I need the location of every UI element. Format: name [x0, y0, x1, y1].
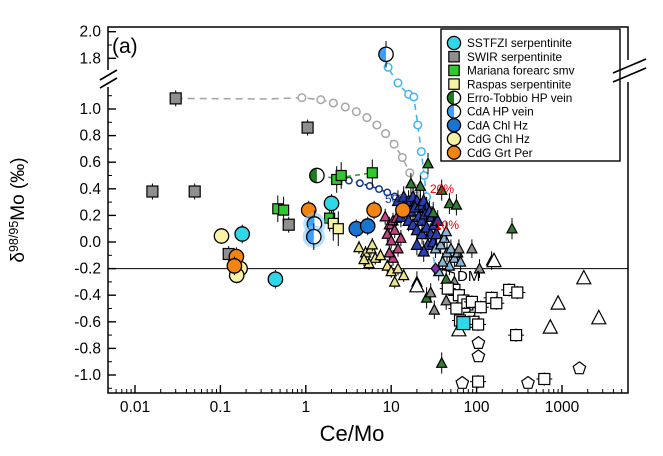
- series-yellow-filled-triangles: [353, 238, 410, 289]
- annotation-a: (a): [112, 35, 138, 58]
- svg-text:Raspas serpentinite: Raspas serpentinite: [467, 77, 572, 91]
- series-open-pentagons: [455, 335, 587, 389]
- legend-item-Raspas-serpentinite: Raspas serpentinite: [448, 77, 572, 91]
- series-CdA-HP-vein: [302, 41, 394, 250]
- legend-item-CdA-HP-vein: CdA HP vein: [446, 104, 534, 119]
- svg-text:1: 1: [301, 399, 310, 416]
- svg-text:-0.2: -0.2: [74, 261, 101, 278]
- legend-item-SSTFZI-serpentinite: SSTFZI serpentinite: [446, 35, 572, 51]
- legend-item-SWIR-serpentinite: SWIR serpentinite: [448, 50, 563, 64]
- svg-text:100: 100: [464, 399, 490, 416]
- svg-text:1.0: 1.0: [79, 101, 101, 118]
- svg-text:Mariana forearc smv: Mariana forearc smv: [467, 64, 575, 78]
- legend-item-CdG-Grt-Per: CdG Grt Per: [446, 145, 533, 160]
- series-Erro-Tobbio-HP-vein: [309, 167, 325, 184]
- annotations: (a) 50% 20% 10% DM: [112, 35, 480, 285]
- svg-text:SWIR serpentinite: SWIR serpentinite: [467, 50, 563, 64]
- svg-text:-1.0: -1.0: [74, 367, 101, 384]
- svg-text:10: 10: [383, 399, 401, 416]
- svg-text:0.01: 0.01: [120, 399, 150, 416]
- svg-text:Erro-Tobbio HP vein: Erro-Tobbio HP vein: [467, 91, 572, 105]
- series-purple-diamond-DM: [430, 262, 441, 275]
- y-axis-label: δ98/95Mo (‰): [7, 157, 29, 262]
- dm-leader-line: [438, 267, 455, 274]
- series-open-squares: [439, 282, 553, 389]
- y-axis-break-marks: [99, 58, 647, 89]
- legend-item-Mariana-forearc-smv: Mariana forearc smv: [448, 64, 575, 78]
- svg-text:CdG Chl Hz: CdG Chl Hz: [467, 132, 530, 146]
- legend-item-Erro-Tobbio-HP-vein: Erro-Tobbio HP vein: [446, 90, 572, 106]
- series-Raspas-serpentinite: [327, 206, 344, 246]
- svg-text:0.4: 0.4: [79, 181, 101, 198]
- series-CdG-Grt-Per: [226, 200, 411, 276]
- gray-mixing-curve: [175, 93, 429, 219]
- y-axis-ticks: 2.0 1.8 1.0 0.8 0.6 0.4 0.2 0.0 -0.2 -0.4 -0.6 -0.8…: [74, 24, 116, 389]
- svg-text:-0.6: -0.6: [74, 314, 101, 331]
- x-axis-label: Ce/Mo: [320, 421, 385, 446]
- svg-text:1.8: 1.8: [79, 50, 101, 67]
- annotation-10: 10%: [435, 218, 459, 232]
- series-SWIR-serpentinite: [146, 90, 314, 262]
- green-dashed-segment: [319, 172, 373, 180]
- svg-text:0.2: 0.2: [79, 207, 101, 224]
- svg-text:CdG Grt Per: CdG Grt Per: [467, 146, 533, 160]
- svg-text:-0.4: -0.4: [74, 287, 101, 304]
- annotation-DM: DM: [457, 268, 480, 285]
- x-axis-ticks: 0.01 0.1 1 10 100 1000: [115, 385, 623, 416]
- svg-text:0.6: 0.6: [79, 154, 101, 171]
- series-CdA-Chl-Hz: [348, 216, 376, 238]
- svg-text:0.1: 0.1: [210, 399, 232, 416]
- series-SSTFZI-serpentinite: [234, 194, 340, 289]
- svg-text:CdA HP vein: CdA HP vein: [467, 105, 534, 119]
- svg-text:-0.8: -0.8: [74, 340, 101, 357]
- series-darkgreen-filled-triangles: [404, 152, 518, 374]
- svg-text:0.8: 0.8: [79, 128, 101, 145]
- svg-text:0.0: 0.0: [79, 234, 101, 251]
- svg-text:CdA Chl Hz: CdA Chl Hz: [467, 118, 528, 132]
- svg-text:SSTFZI serpentinite: SSTFZI serpentinite: [467, 36, 572, 50]
- legend-item-CdG-Chl-Hz: CdG Chl Hz: [446, 131, 530, 147]
- legend-item-CdA-Chl-Hz: CdA Chl Hz: [446, 117, 528, 133]
- series-cyan-filled-square: [456, 316, 471, 331]
- svg-text:2.0: 2.0: [79, 24, 101, 41]
- annotation-50: 50%: [385, 192, 409, 206]
- annotation-20: 20%: [430, 182, 454, 196]
- svg-text:1000: 1000: [545, 399, 580, 416]
